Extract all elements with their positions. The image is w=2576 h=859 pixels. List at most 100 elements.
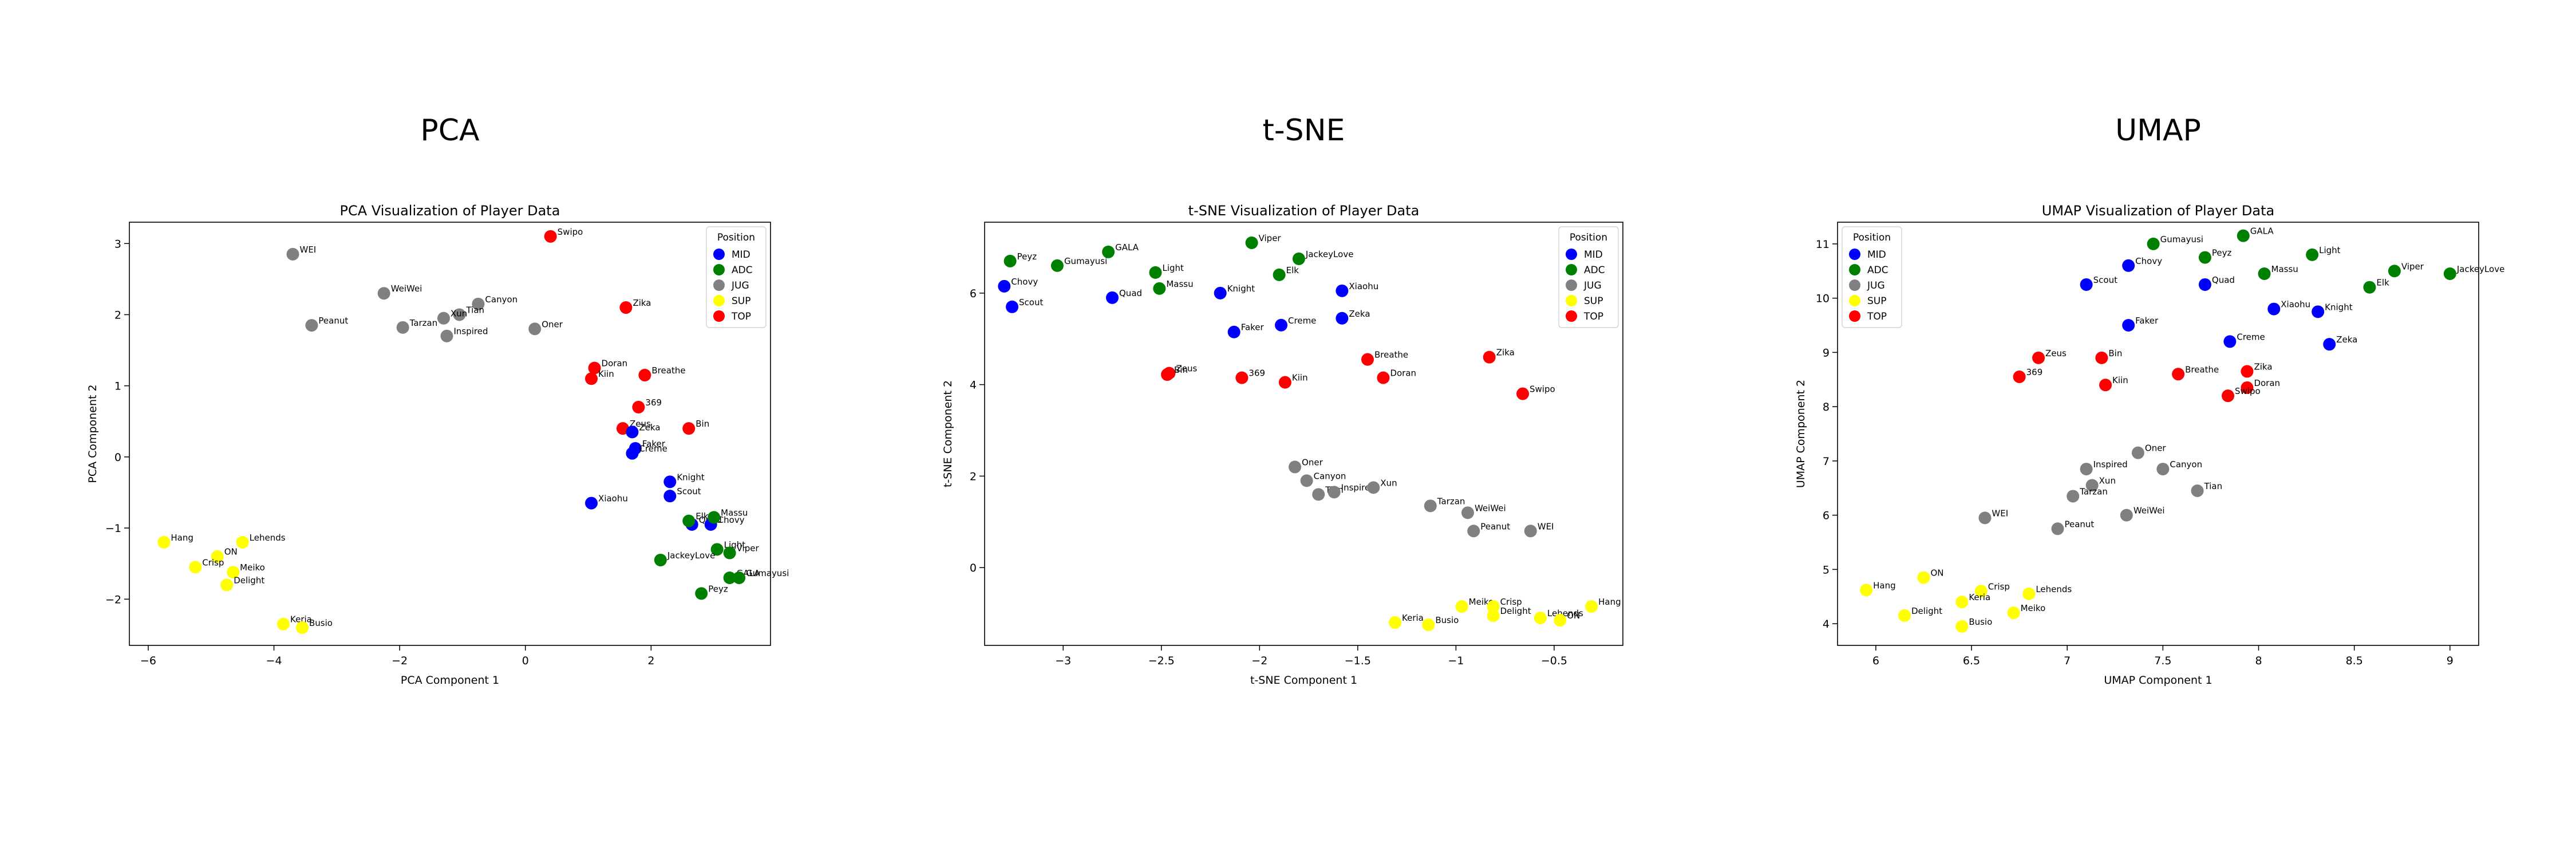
point-label: 369	[2026, 367, 2043, 377]
point-label: Crisp	[1500, 597, 1522, 607]
x-tick-label: −3	[1055, 655, 1071, 667]
point-label: Bin	[696, 419, 709, 429]
y-tick-label: −2	[105, 593, 121, 606]
point-label: Delight	[234, 575, 264, 585]
point-label: Gumayusi	[2160, 234, 2203, 245]
legend-title: Position	[1570, 232, 1607, 243]
chart-title: t-SNE Visualization of Player Data	[1188, 203, 1420, 219]
data-point	[2443, 267, 2456, 281]
point-label: Swipo	[2235, 386, 2261, 396]
point-label: Quad	[1119, 288, 1142, 298]
point-label: Viper	[1259, 233, 1282, 243]
legend-marker	[1566, 264, 1577, 275]
figure-heading: UMAP	[2115, 113, 2201, 148]
point-label: Swipo	[558, 227, 583, 237]
data-point	[236, 535, 249, 549]
legend-entry: JUG	[1867, 280, 1885, 291]
point-label: WeiWei	[2134, 506, 2165, 516]
figure-heading: t-SNE	[1263, 113, 1345, 148]
point-label: Inspired	[1341, 482, 1376, 492]
y-tick-label: 5	[1823, 564, 1830, 576]
data-point	[1161, 368, 1174, 381]
legend-entry: ADC	[1867, 265, 1888, 276]
data-point	[305, 319, 318, 332]
data-point	[2237, 229, 2250, 242]
legend-entry: MID	[1867, 249, 1886, 261]
legend-entry: SUP	[1584, 295, 1603, 307]
data-point	[2223, 335, 2237, 348]
data-point	[440, 329, 453, 342]
point-label: Chovy	[1011, 277, 1038, 287]
data-point	[2147, 237, 2160, 250]
data-point	[1245, 236, 1258, 249]
point-label: Peyz	[708, 584, 728, 594]
data-point	[220, 578, 234, 592]
data-point	[626, 425, 639, 439]
point-label: Knight	[2325, 302, 2353, 312]
data-point	[1102, 245, 1115, 258]
point-label: Knight	[1227, 283, 1255, 294]
legend-entry: SUP	[1867, 295, 1887, 307]
point-label: Crisp	[1988, 581, 2010, 592]
point-label: Light	[2319, 245, 2341, 255]
point-label: Peanut	[1480, 521, 1510, 531]
data-point	[1483, 350, 1496, 364]
data-point	[157, 535, 171, 549]
data-point	[1389, 616, 1402, 629]
point-label: ON	[224, 547, 238, 557]
data-point	[1289, 460, 1302, 474]
point-label: ON	[1567, 610, 1580, 621]
point-label: WeiWei	[1475, 503, 1506, 513]
data-point	[472, 297, 485, 310]
data-point	[2095, 351, 2108, 364]
data-point	[2013, 371, 2026, 384]
point-label: Busio	[1969, 617, 1992, 627]
data-point	[1367, 481, 1380, 494]
y-tick-label: 2	[970, 470, 977, 483]
point-label: WEI	[1992, 508, 2008, 518]
point-label: Doran	[2254, 378, 2280, 388]
x-tick-label: −1	[1448, 655, 1464, 667]
y-tick-label: 7	[1823, 455, 1830, 468]
data-point	[710, 543, 724, 556]
data-point	[1235, 371, 1249, 384]
y-tick-label: 3	[114, 238, 121, 250]
point-label: Breathe	[1374, 350, 1408, 360]
y-tick-label: 6	[1823, 510, 1830, 522]
legend-entry: MID	[732, 249, 750, 261]
data-point	[2267, 302, 2281, 316]
y-tick-label: 2	[114, 309, 121, 321]
data-point	[1955, 596, 1969, 609]
data-point	[585, 497, 598, 510]
plot-frame	[1837, 222, 2479, 646]
data-point	[2312, 305, 2325, 318]
data-point	[588, 361, 601, 375]
point-label: Kiin	[1292, 373, 1308, 383]
data-point	[1585, 600, 1598, 613]
data-point	[227, 566, 240, 579]
legend-marker	[1566, 310, 1577, 322]
legend-marker	[1849, 249, 1860, 260]
data-point	[2323, 338, 2336, 351]
point-label: JackeyLove	[667, 550, 716, 561]
data-point	[1955, 620, 1969, 633]
point-label: Quad	[2212, 275, 2235, 285]
data-point	[396, 321, 409, 334]
chart-panel-1: t-SNE t-SNE Visualization of Player Data −…	[942, 113, 1623, 687]
legend-title: Position	[1853, 232, 1891, 243]
x-tick-label: 2	[647, 655, 654, 667]
plot-frame	[984, 222, 1623, 646]
point-label: Faker	[1241, 322, 1265, 333]
legend-entry: JUG	[1583, 280, 1602, 291]
legend-entry: SUP	[732, 295, 751, 307]
point-label: Tarzan	[1437, 496, 1465, 506]
point-label: Breathe	[651, 365, 685, 376]
data-point	[1149, 266, 1162, 279]
point-label: WEI	[299, 245, 316, 255]
x-tick-label: 9	[2447, 655, 2453, 667]
point-label: Delight	[1500, 606, 1531, 616]
point-label: JackeyLove	[2456, 264, 2505, 274]
x-tick-label: 7	[2064, 655, 2071, 667]
legend-marker	[713, 279, 725, 291]
